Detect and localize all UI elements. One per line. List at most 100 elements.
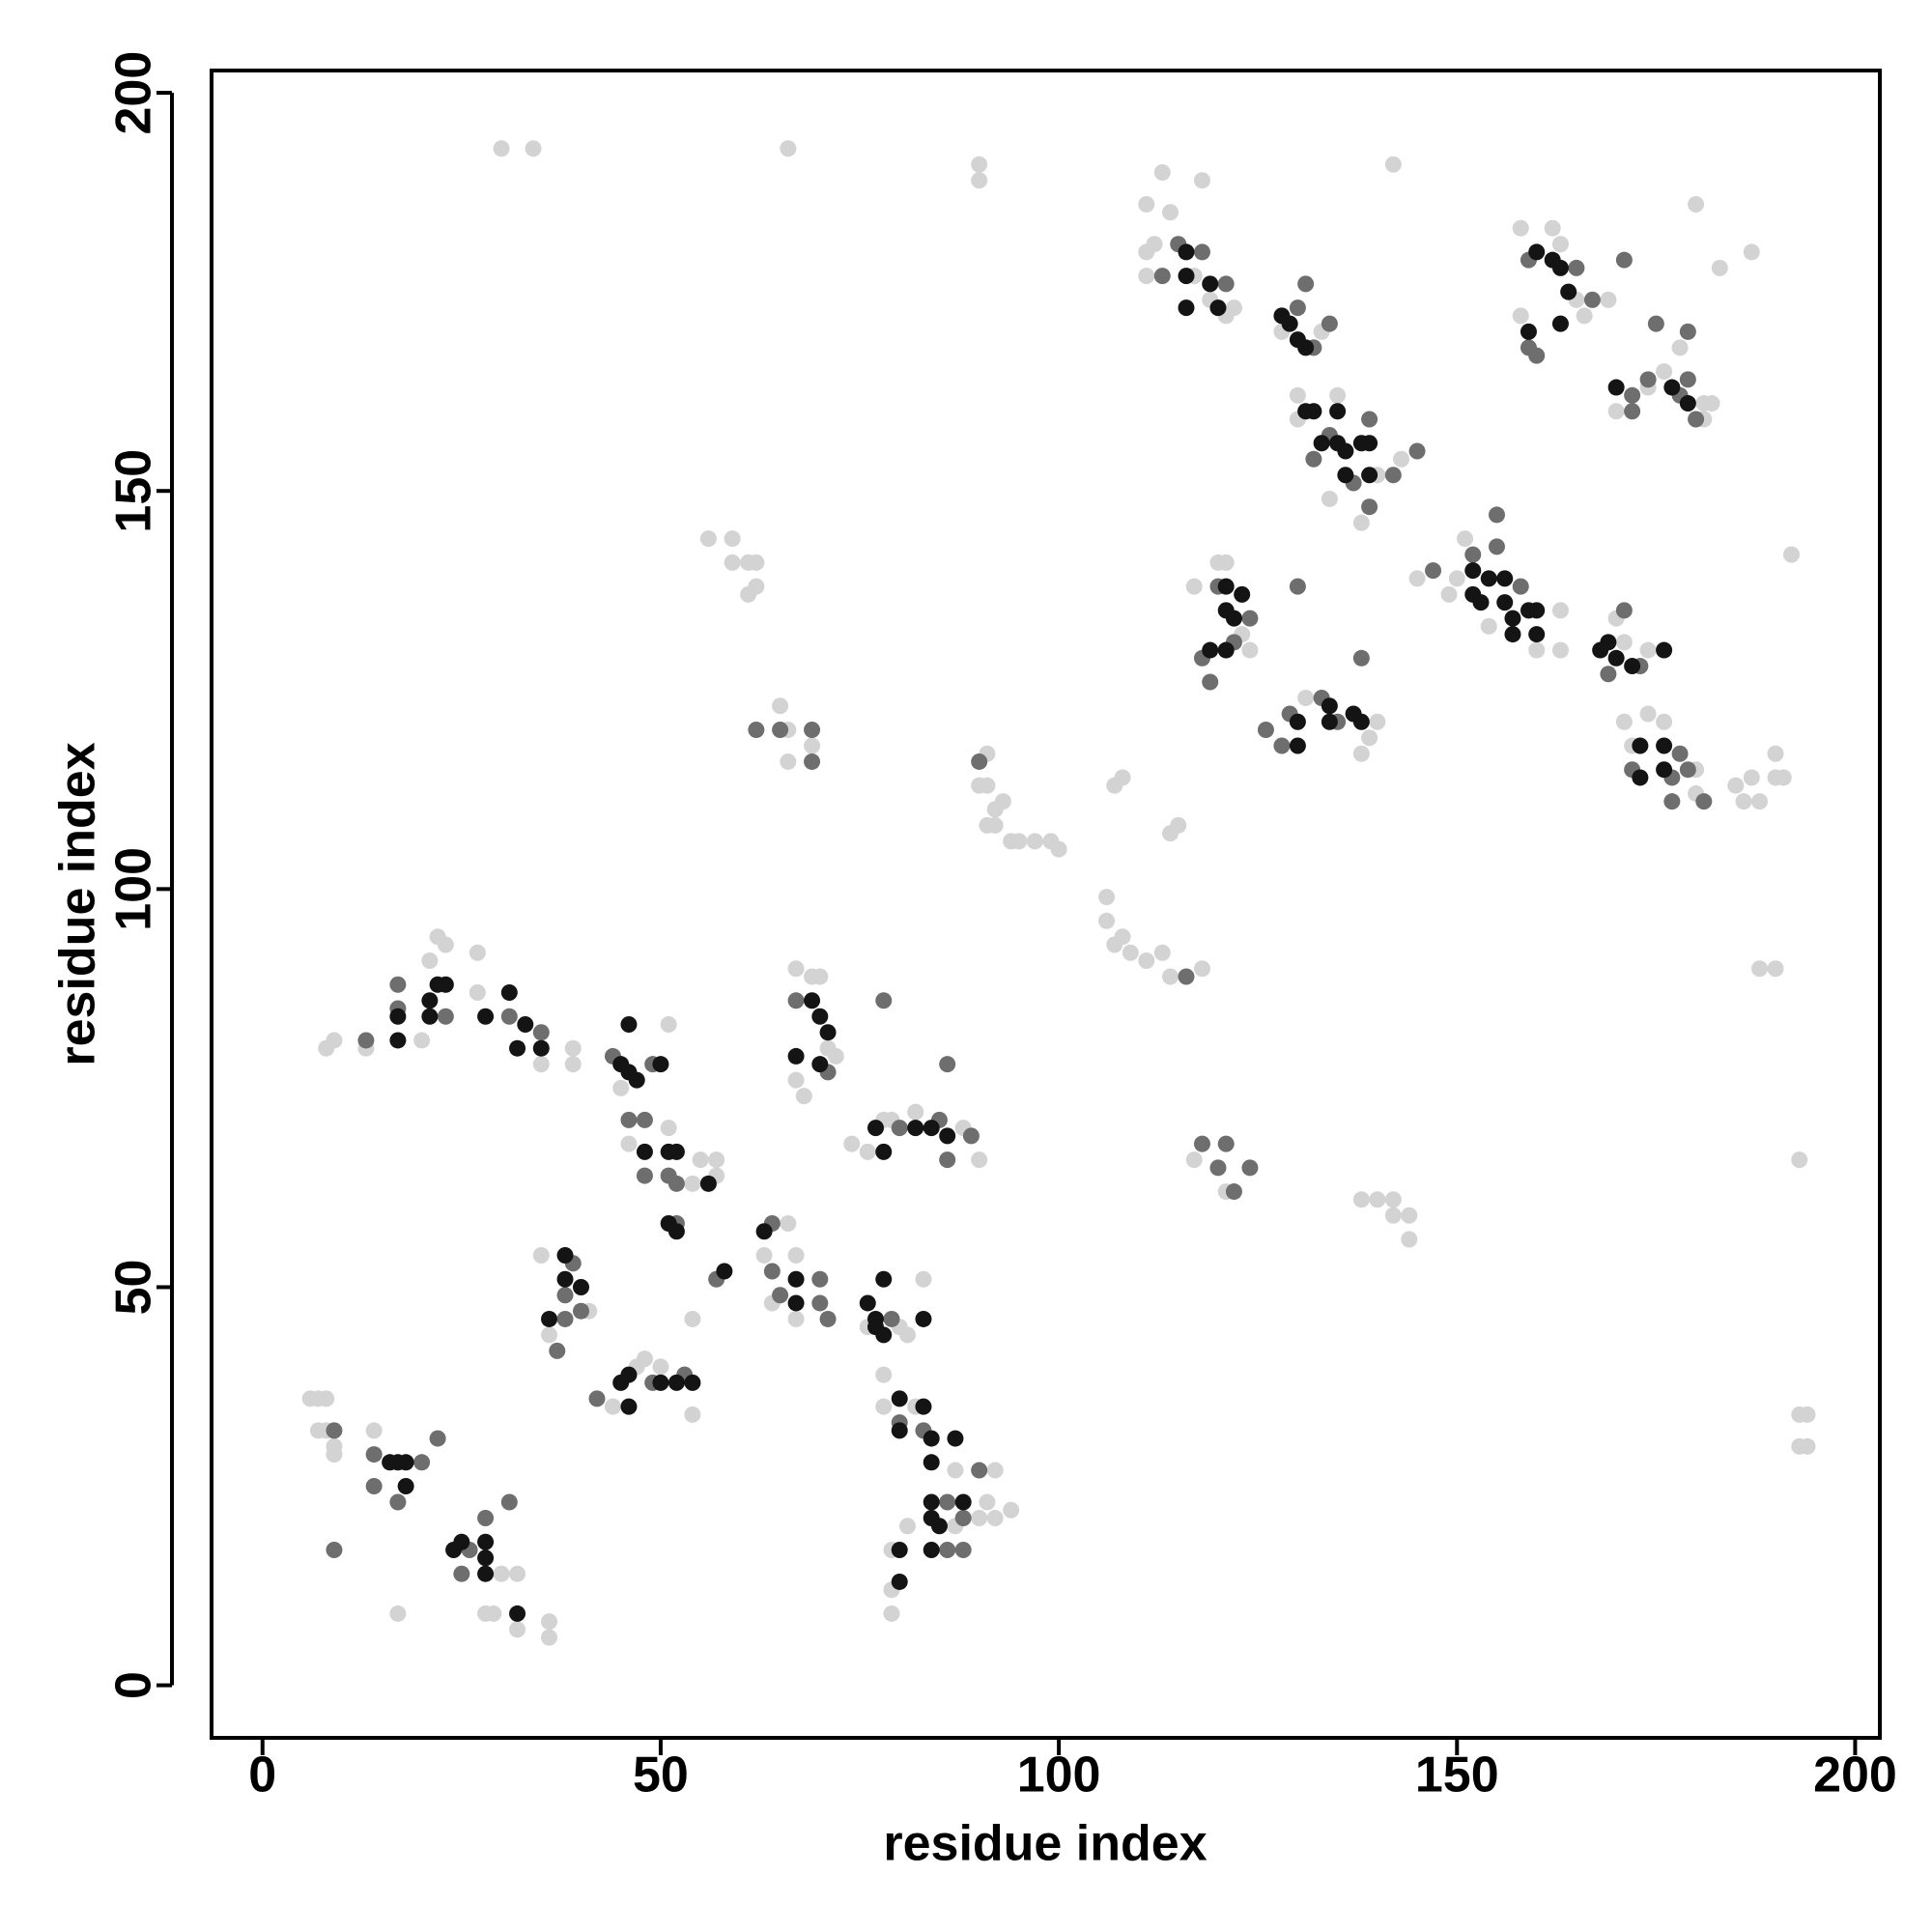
point	[429, 1430, 446, 1447]
point	[1384, 1207, 1402, 1224]
point	[748, 578, 765, 595]
point	[787, 1071, 805, 1089]
point	[1791, 1151, 1808, 1169]
point	[923, 1430, 940, 1447]
point	[787, 992, 805, 1009]
point	[1440, 585, 1458, 603]
point	[923, 1541, 940, 1558]
point	[1703, 395, 1720, 412]
point	[986, 816, 1004, 834]
point	[1297, 690, 1315, 707]
point	[763, 1263, 781, 1280]
point	[541, 1310, 558, 1327]
point	[780, 753, 797, 770]
point	[1448, 570, 1465, 587]
point	[748, 721, 765, 738]
point	[994, 793, 1011, 810]
point	[1656, 713, 1673, 730]
point	[1504, 626, 1521, 643]
point	[875, 992, 893, 1009]
point	[326, 1541, 343, 1558]
point	[907, 1120, 924, 1137]
point	[556, 1310, 574, 1327]
point	[1583, 291, 1601, 308]
point	[1767, 960, 1784, 978]
point	[1488, 538, 1505, 555]
point	[1234, 585, 1251, 603]
point	[541, 1629, 558, 1646]
point	[971, 156, 988, 173]
point	[1352, 713, 1370, 730]
point	[493, 140, 510, 157]
y-tick-label: 100	[106, 847, 162, 931]
point	[1551, 602, 1569, 619]
point	[1162, 204, 1179, 221]
point	[804, 992, 821, 1009]
point	[1615, 634, 1633, 651]
point	[636, 1167, 653, 1184]
point	[532, 1056, 550, 1073]
point	[1711, 259, 1728, 276]
point	[1656, 641, 1673, 659]
point	[1504, 610, 1521, 627]
point	[1178, 968, 1195, 985]
point	[397, 1454, 414, 1471]
point	[326, 1446, 343, 1463]
point	[1401, 1231, 1418, 1248]
point	[986, 1510, 1004, 1527]
point	[1369, 713, 1386, 730]
point	[1384, 467, 1402, 484]
point	[1615, 713, 1633, 730]
point	[971, 172, 988, 189]
point	[1393, 450, 1410, 468]
point	[1329, 386, 1347, 404]
point	[1568, 259, 1585, 276]
point	[500, 983, 518, 1001]
point	[684, 1175, 701, 1192]
point	[1162, 968, 1179, 985]
point	[891, 1541, 908, 1558]
point	[477, 1565, 495, 1582]
point	[1472, 594, 1490, 611]
point	[954, 1541, 972, 1558]
point	[1751, 793, 1769, 810]
point	[891, 1422, 908, 1439]
point	[1528, 347, 1546, 364]
point	[469, 983, 486, 1001]
point	[532, 1246, 550, 1264]
point	[1624, 658, 1641, 675]
point	[604, 1398, 621, 1415]
point	[1217, 275, 1235, 293]
point	[1010, 833, 1028, 850]
point	[699, 1175, 717, 1192]
point	[898, 1326, 916, 1344]
point	[1799, 1437, 1816, 1455]
point	[787, 1310, 805, 1327]
point	[1767, 745, 1784, 762]
point	[772, 721, 789, 738]
plot-frame	[210, 69, 1882, 1740]
point	[1799, 1406, 1816, 1423]
point	[652, 1056, 669, 1073]
point	[1289, 386, 1306, 404]
x-axis-title: residue index	[883, 1816, 1207, 1872]
point	[1464, 546, 1482, 563]
point	[421, 992, 439, 1009]
point	[652, 1358, 669, 1376]
point	[1671, 745, 1689, 762]
point	[1178, 268, 1195, 285]
point	[1217, 578, 1235, 595]
point	[1624, 386, 1641, 404]
point	[620, 1111, 638, 1128]
point	[365, 1478, 383, 1495]
point	[1600, 291, 1617, 308]
point	[827, 1047, 844, 1065]
point	[365, 1446, 383, 1463]
point	[389, 1008, 407, 1025]
point	[532, 1039, 550, 1057]
point	[1528, 641, 1546, 659]
point	[875, 1398, 893, 1415]
point	[1202, 275, 1219, 293]
point	[819, 1024, 837, 1041]
point	[724, 554, 741, 571]
